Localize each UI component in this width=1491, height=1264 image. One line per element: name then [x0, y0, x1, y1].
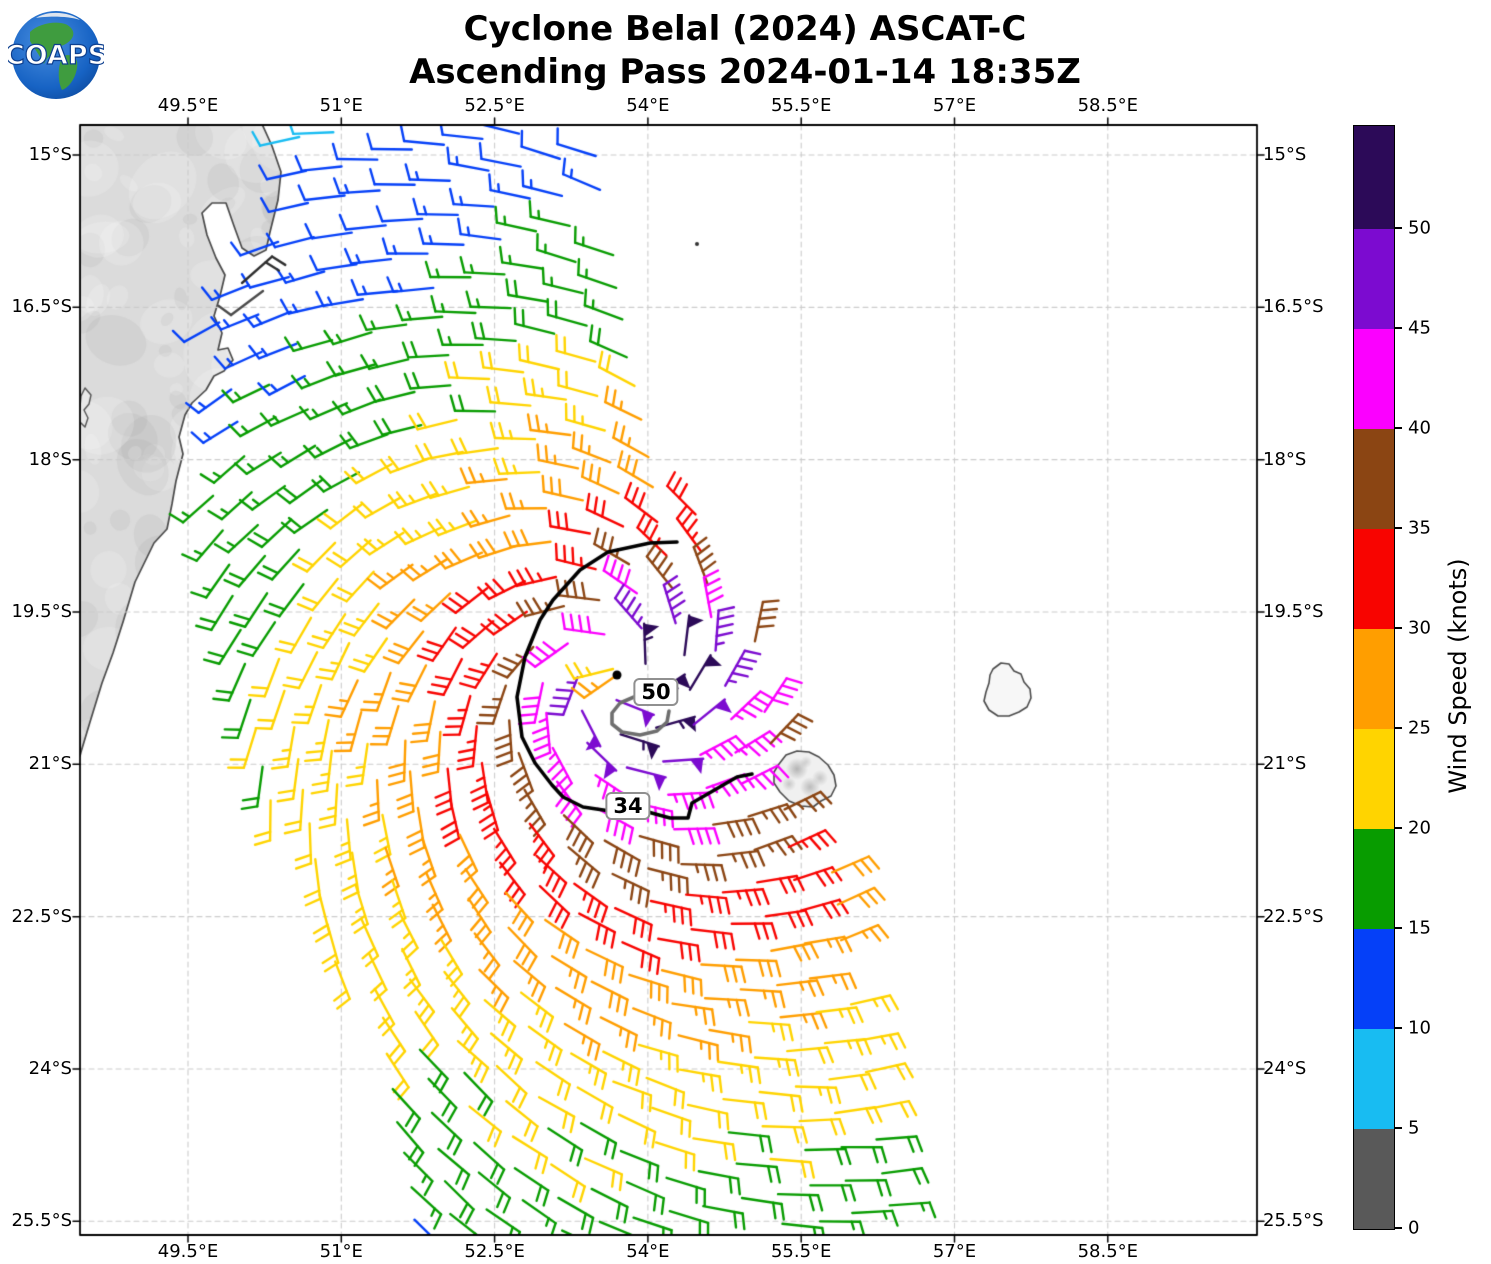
colorbar-tick-label: 40	[1408, 417, 1431, 439]
colorbar-tick-label: 50	[1408, 217, 1431, 239]
colorbar-tick	[1395, 727, 1402, 729]
y-tick-label-left: 22.5°S	[11, 905, 72, 927]
coaps-logo: COAPS	[8, 11, 104, 99]
x-tick-label-bottom: 55.5°E	[770, 1241, 832, 1262]
colorbar-tick-label: 20	[1408, 817, 1431, 839]
y-tick-label-right: 25.5°S	[1263, 1210, 1324, 1232]
y-tick-label-right: 24°S	[1263, 1057, 1307, 1079]
colorbar-tick-label: 10	[1408, 1017, 1431, 1039]
x-tick-label-top: 51°E	[319, 95, 363, 116]
y-tick-label-right: 21°S	[1263, 753, 1307, 775]
y-tick-label-left: 25.5°S	[11, 1210, 72, 1232]
y-tick-label-left: 16.5°S	[11, 296, 72, 318]
colorbar-segment	[1354, 729, 1394, 829]
colorbar-axis-label: Wind Speed (knots)	[1444, 558, 1472, 794]
colorbar-tick	[1395, 527, 1402, 529]
colorbar-segment	[1354, 126, 1394, 229]
y-tick-label-right: 18°S	[1263, 448, 1307, 470]
y-tick-label-right: 15°S	[1263, 144, 1307, 165]
title-line-1: Cyclone Belal (2024) ASCAT-C	[463, 9, 1027, 49]
colorbar-tick	[1395, 427, 1402, 429]
y-tick-label-left: 21°S	[28, 753, 72, 775]
colorbar-tick	[1395, 627, 1402, 629]
colorbar-tick	[1395, 827, 1402, 829]
y-tick-label-right: 16.5°S	[1263, 296, 1324, 318]
colorbar-tick	[1395, 227, 1402, 229]
contour-label-50: 50	[633, 678, 679, 706]
colorbar-tick	[1395, 1027, 1402, 1029]
colorbar-tick-label: 25	[1408, 717, 1431, 739]
contour-label-34: 34	[605, 792, 651, 820]
colorbar-tick	[1395, 1227, 1402, 1229]
colorbar: 0 5 10 15 20 25 30 35 40 45 50	[1353, 125, 1431, 1239]
colorbar-segment	[1354, 1129, 1394, 1229]
colorbar-segment	[1354, 429, 1394, 529]
colorbar-segment	[1354, 1029, 1394, 1129]
colorbar-segment	[1354, 629, 1394, 729]
colorbar-tick	[1395, 327, 1402, 329]
x-tick-label-bottom: 57°E	[932, 1241, 977, 1262]
x-tick-label-top: 54°E	[626, 95, 670, 116]
colorbar-tick	[1395, 927, 1402, 929]
y-tick-label-left: 15°S	[28, 144, 72, 165]
x-tick-label-top: 52.5°E	[464, 95, 525, 116]
colorbar-tick-label: 5	[1408, 1117, 1420, 1139]
colorbar-tick-label: 15	[1408, 917, 1431, 939]
y-tick-label-right: 22.5°S	[1263, 905, 1324, 927]
x-tick-label-top: 49.5°E	[157, 95, 219, 116]
x-tick-label-top: 58.5°E	[1077, 95, 1139, 116]
x-tick-label-bottom: 51°E	[319, 1241, 363, 1262]
y-tick-label-left: 24°S	[28, 1057, 72, 1079]
y-tick-label-right: 19.5°S	[1263, 600, 1324, 622]
title-line-2: Ascending Pass 2024-01-14 18:35Z	[409, 52, 1081, 93]
colorbar-tick-label: 0	[1408, 1217, 1420, 1239]
colorbar-segment	[1354, 329, 1394, 429]
colorbar-gradient	[1353, 125, 1395, 1230]
colorbar-tick-label: 45	[1408, 317, 1431, 339]
x-tick-label-bottom: 49.5°E	[157, 1241, 219, 1262]
x-tick-label-bottom: 52.5°E	[464, 1241, 525, 1262]
colorbar-tick-label: 30	[1408, 617, 1431, 639]
plot-title: Cyclone Belal (2024) ASCAT-C Ascending P…	[80, 8, 1410, 94]
x-tick-label-bottom: 58.5°E	[1077, 1241, 1139, 1262]
colorbar-tick-label: 35	[1408, 517, 1431, 539]
colorbar-segment	[1354, 929, 1394, 1029]
colorbar-tick	[1395, 1127, 1402, 1129]
x-tick-label-top: 55.5°E	[770, 95, 832, 116]
colorbar-segment	[1354, 529, 1394, 629]
x-tick-label-top: 57°E	[932, 95, 977, 116]
y-tick-label-left: 18°S	[28, 448, 72, 470]
colorbar-segment	[1354, 829, 1394, 929]
x-tick-label-bottom: 54°E	[626, 1241, 670, 1262]
colorbar-segment	[1354, 229, 1394, 329]
logo-text: COAPS	[8, 40, 104, 71]
y-tick-label-left: 19.5°S	[11, 600, 72, 622]
